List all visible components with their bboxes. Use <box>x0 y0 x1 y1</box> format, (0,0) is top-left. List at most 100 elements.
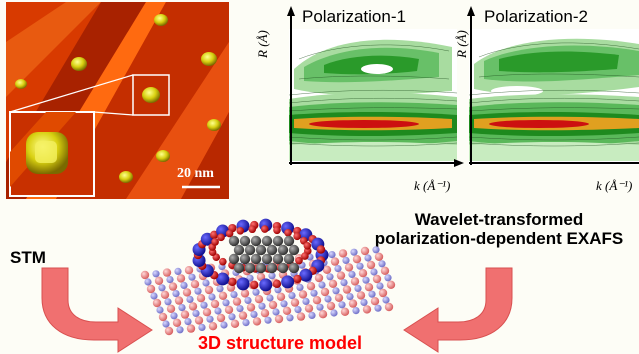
oxygen-atom <box>166 304 176 313</box>
cluster-oxygen-atom <box>228 277 237 287</box>
core-atom <box>228 235 240 247</box>
oxygen-atom <box>380 266 390 275</box>
nano-island <box>207 119 221 131</box>
cluster-oxygen-atom <box>217 233 225 242</box>
oxygen-atom <box>154 276 164 285</box>
wavelet-title-line-2: polarization-dependent EXAFS <box>374 229 624 248</box>
core-atom <box>272 253 284 265</box>
core-atom <box>261 235 273 247</box>
core-atom <box>266 244 278 256</box>
metal-atom <box>318 281 326 289</box>
metal-atom <box>340 279 348 287</box>
oxygen-atom <box>210 299 220 309</box>
oxygen-atom <box>162 268 172 277</box>
metal-atom <box>310 289 318 297</box>
x-axis-arrow <box>454 159 464 167</box>
core-atom <box>283 235 295 247</box>
cluster-oxygen-atom <box>301 252 309 260</box>
cluster-oxygen-atom <box>272 279 282 289</box>
cluster-oxygen-atom <box>284 228 292 237</box>
oxygen-atom <box>260 309 270 318</box>
oxygen-atom <box>366 260 376 270</box>
metal-atom <box>158 284 166 292</box>
oxygen-atom <box>320 287 330 297</box>
metal-atom <box>264 316 272 324</box>
metal-atom <box>332 287 340 295</box>
metal-atom <box>192 309 200 317</box>
metal-atom <box>180 281 188 289</box>
oxygen-atom <box>252 317 262 326</box>
left-flow-arrow <box>41 267 153 353</box>
oxygen-atom <box>386 280 396 289</box>
oxygen-atom <box>208 322 218 331</box>
y-axis-arrow <box>287 6 295 16</box>
oxygen-atom <box>158 312 168 322</box>
oxygen-atom <box>196 294 206 303</box>
oxygen-atom <box>202 308 212 317</box>
metal-atom <box>250 310 258 318</box>
oxygen-atom <box>334 293 344 302</box>
oxygen-atom <box>230 319 240 328</box>
oxygen-atom <box>372 274 382 284</box>
metal-atom <box>362 276 370 284</box>
metal-atom <box>372 246 380 254</box>
metal-atom <box>342 256 350 264</box>
oxygen-atom <box>152 298 162 308</box>
oxygen-atom <box>328 279 338 288</box>
core-atom <box>288 262 300 274</box>
oxygen-atom <box>216 313 226 323</box>
oxygen-atom <box>276 292 286 301</box>
nano-island <box>142 87 160 103</box>
oxygen-atom <box>364 283 374 292</box>
metal-atom <box>172 290 180 298</box>
nano-island <box>71 57 87 71</box>
cluster-oxygen-atom <box>293 232 301 241</box>
stm-image <box>6 2 229 199</box>
cluster-oxygen-atom <box>248 225 257 234</box>
oxygen-atom <box>338 249 348 258</box>
metal-atom <box>352 307 360 315</box>
cluster-metal-atom <box>299 268 313 282</box>
oxygen-atom <box>218 291 228 300</box>
cluster-oxygen-atom <box>225 229 234 238</box>
metal-atom <box>274 286 282 294</box>
oxygen-atom <box>282 306 292 315</box>
metal-atom <box>178 304 186 312</box>
oxygen-atom <box>232 297 242 306</box>
metal-atom <box>214 307 222 315</box>
oxygen-atom <box>160 290 170 299</box>
metal-atom <box>334 265 342 273</box>
metal-atom <box>144 278 152 286</box>
metal-atom <box>296 283 304 291</box>
oxygen-atom <box>254 295 264 304</box>
core-atom <box>266 262 278 274</box>
metal-atom <box>288 292 296 300</box>
oxygen-atom <box>326 301 336 311</box>
oxygen-atom <box>172 318 182 327</box>
nano-cluster <box>192 218 329 292</box>
nano-island <box>156 150 170 162</box>
oxygen-atom <box>318 310 328 319</box>
metal-atom <box>330 309 338 317</box>
metal-atom <box>328 251 336 259</box>
oxygen-atom <box>184 266 194 275</box>
oxygen-atom <box>190 280 200 289</box>
metal-atom <box>244 296 252 304</box>
core-atom <box>288 244 300 256</box>
metal-atom <box>230 291 238 299</box>
cluster-oxygen-atom <box>273 226 281 235</box>
y-axis-arrow <box>467 6 475 16</box>
metal-atom <box>166 276 174 284</box>
oxygen-atom <box>168 282 178 291</box>
metal-atom <box>378 260 386 268</box>
metal-atom <box>188 273 196 281</box>
oxygen-atom <box>340 307 350 316</box>
metal-atom <box>280 300 288 308</box>
oxygen-atom <box>360 246 370 256</box>
oxygen-atom <box>246 303 256 312</box>
oxygen-atom <box>194 316 204 325</box>
core-atom <box>239 235 251 247</box>
contour-plot <box>469 38 639 161</box>
oxygen-atom <box>164 326 174 336</box>
nano-island <box>154 14 168 26</box>
